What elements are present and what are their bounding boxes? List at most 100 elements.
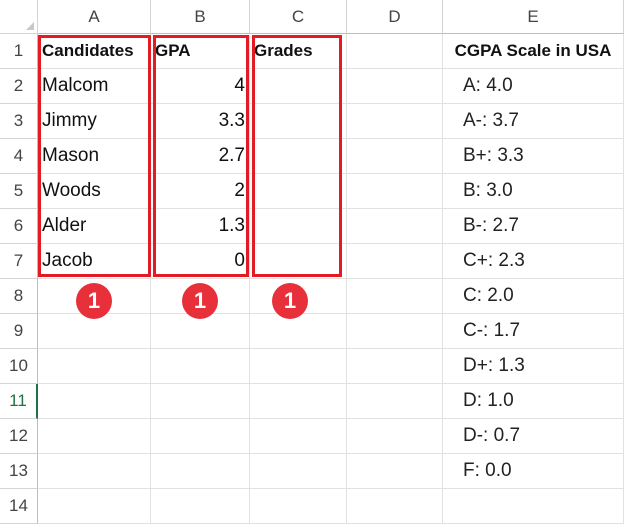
step-badge-1: 1 bbox=[76, 283, 112, 319]
cell-b2[interactable] bbox=[151, 69, 250, 104]
candidate-name[interactable]: Jimmy bbox=[42, 110, 97, 131]
cell-e14[interactable] bbox=[443, 489, 624, 524]
cell-b13[interactable] bbox=[151, 454, 250, 489]
column-header-c[interactable]: C bbox=[250, 0, 347, 34]
cell-b10[interactable] bbox=[151, 349, 250, 384]
row-header-5[interactable]: 5 bbox=[0, 174, 38, 209]
candidate-gpa[interactable]: 4 bbox=[234, 75, 245, 96]
cell-b14[interactable] bbox=[151, 489, 250, 524]
cell-d6[interactable] bbox=[347, 209, 443, 244]
row-header-3[interactable]: 3 bbox=[0, 104, 38, 139]
row-header-4[interactable]: 4 bbox=[0, 139, 38, 174]
cell-b9[interactable] bbox=[151, 314, 250, 349]
row-header-14[interactable]: 14 bbox=[0, 489, 38, 524]
cell-d1[interactable] bbox=[347, 34, 443, 69]
cell-c2[interactable] bbox=[250, 69, 347, 104]
cell-b1[interactable] bbox=[151, 34, 250, 69]
row-header-8[interactable]: 8 bbox=[0, 279, 38, 314]
scale-item[interactable]: B-: 2.7 bbox=[463, 215, 519, 236]
scale-title[interactable]: CGPA Scale in USA bbox=[454, 41, 612, 60]
candidate-name[interactable]: Jacob bbox=[42, 250, 93, 271]
scale-item[interactable]: C+: 2.3 bbox=[463, 250, 525, 271]
row-header-6[interactable]: 6 bbox=[0, 209, 38, 244]
header-candidates[interactable]: Candidates bbox=[42, 41, 134, 60]
cell-c3[interactable] bbox=[250, 104, 347, 139]
cell-c1[interactable] bbox=[250, 34, 347, 69]
scale-item[interactable]: F: 0.0 bbox=[463, 460, 512, 481]
cell-d12[interactable] bbox=[347, 419, 443, 454]
cell-c14[interactable] bbox=[250, 489, 347, 524]
cell-c6[interactable] bbox=[250, 209, 347, 244]
row-header-10[interactable]: 10 bbox=[0, 349, 38, 384]
cell-c10[interactable] bbox=[250, 349, 347, 384]
candidate-name[interactable]: Mason bbox=[42, 145, 100, 166]
candidate-gpa[interactable]: 2.7 bbox=[218, 145, 245, 166]
cell-b11[interactable] bbox=[151, 384, 250, 419]
cell-d13[interactable] bbox=[347, 454, 443, 489]
scale-item[interactable]: B+: 3.3 bbox=[463, 145, 524, 166]
cell-c5[interactable] bbox=[250, 174, 347, 209]
column-header-e[interactable]: E bbox=[443, 0, 624, 34]
row-header-7[interactable]: 7 bbox=[0, 244, 38, 279]
cell-b4[interactable] bbox=[151, 139, 250, 174]
select-all-triangle-icon bbox=[26, 22, 34, 30]
cell-d7[interactable] bbox=[347, 244, 443, 279]
cell-b5[interactable] bbox=[151, 174, 250, 209]
scale-item[interactable]: C-: 1.7 bbox=[463, 320, 521, 341]
cell-c11[interactable] bbox=[250, 384, 347, 419]
cell-c13[interactable] bbox=[250, 454, 347, 489]
scale-item[interactable]: D-: 0.7 bbox=[463, 425, 521, 446]
cell-c4[interactable] bbox=[250, 139, 347, 174]
cell-b12[interactable] bbox=[151, 419, 250, 454]
column-header-a[interactable]: A bbox=[38, 0, 151, 34]
cell-b3[interactable] bbox=[151, 104, 250, 139]
row-header-13[interactable]: 13 bbox=[0, 454, 38, 489]
scale-item[interactable]: A-: 3.7 bbox=[463, 110, 519, 131]
cell-a14[interactable] bbox=[38, 489, 151, 524]
candidate-name[interactable]: Alder bbox=[42, 215, 87, 236]
cell-c7[interactable] bbox=[250, 244, 347, 279]
scale-item[interactable]: D: 1.0 bbox=[463, 390, 514, 411]
candidate-gpa[interactable]: 0 bbox=[234, 250, 245, 271]
scale-item[interactable]: A: 4.0 bbox=[463, 75, 513, 96]
column-header-d[interactable]: D bbox=[347, 0, 443, 34]
cell-d5[interactable] bbox=[347, 174, 443, 209]
row-header-12[interactable]: 12 bbox=[0, 419, 38, 454]
cell-d4[interactable] bbox=[347, 139, 443, 174]
cell-a10[interactable] bbox=[38, 349, 151, 384]
step-badge-2: 1 bbox=[182, 283, 218, 319]
cell-a12[interactable] bbox=[38, 419, 151, 454]
candidate-gpa[interactable]: 1.3 bbox=[218, 215, 245, 236]
scale-item[interactable]: D+: 1.3 bbox=[463, 355, 525, 376]
cell-c9[interactable] bbox=[250, 314, 347, 349]
row-header-2[interactable]: 2 bbox=[0, 69, 38, 104]
column-header-b[interactable]: B bbox=[151, 0, 250, 34]
cell-c12[interactable] bbox=[250, 419, 347, 454]
cell-d8[interactable] bbox=[347, 279, 443, 314]
scale-item[interactable]: B: 3.0 bbox=[463, 180, 513, 201]
header-gpa[interactable]: GPA bbox=[155, 41, 191, 60]
cell-d14[interactable] bbox=[347, 489, 443, 524]
row-header-11[interactable]: 11 bbox=[0, 384, 38, 419]
cell-d2[interactable] bbox=[347, 69, 443, 104]
header-grades[interactable]: Grades bbox=[254, 41, 313, 60]
cell-d9[interactable] bbox=[347, 314, 443, 349]
scale-item[interactable]: C: 2.0 bbox=[463, 285, 514, 306]
row-header-1[interactable]: 1 bbox=[0, 34, 38, 69]
cell-d3[interactable] bbox=[347, 104, 443, 139]
cell-a9[interactable] bbox=[38, 314, 151, 349]
cell-b6[interactable] bbox=[151, 209, 250, 244]
cell-a13[interactable] bbox=[38, 454, 151, 489]
cell-b7[interactable] bbox=[151, 244, 250, 279]
cell-a11[interactable] bbox=[38, 384, 151, 419]
cell-d11[interactable] bbox=[347, 384, 443, 419]
candidate-name[interactable]: Malcom bbox=[42, 75, 109, 96]
select-all-corner[interactable] bbox=[0, 0, 38, 34]
cell-d10[interactable] bbox=[347, 349, 443, 384]
candidate-name[interactable]: Woods bbox=[42, 180, 101, 201]
candidate-gpa[interactable]: 3.3 bbox=[218, 110, 245, 131]
row-header-9[interactable]: 9 bbox=[0, 314, 38, 349]
candidate-gpa[interactable]: 2 bbox=[234, 180, 245, 201]
step-badge-3: 1 bbox=[272, 283, 308, 319]
